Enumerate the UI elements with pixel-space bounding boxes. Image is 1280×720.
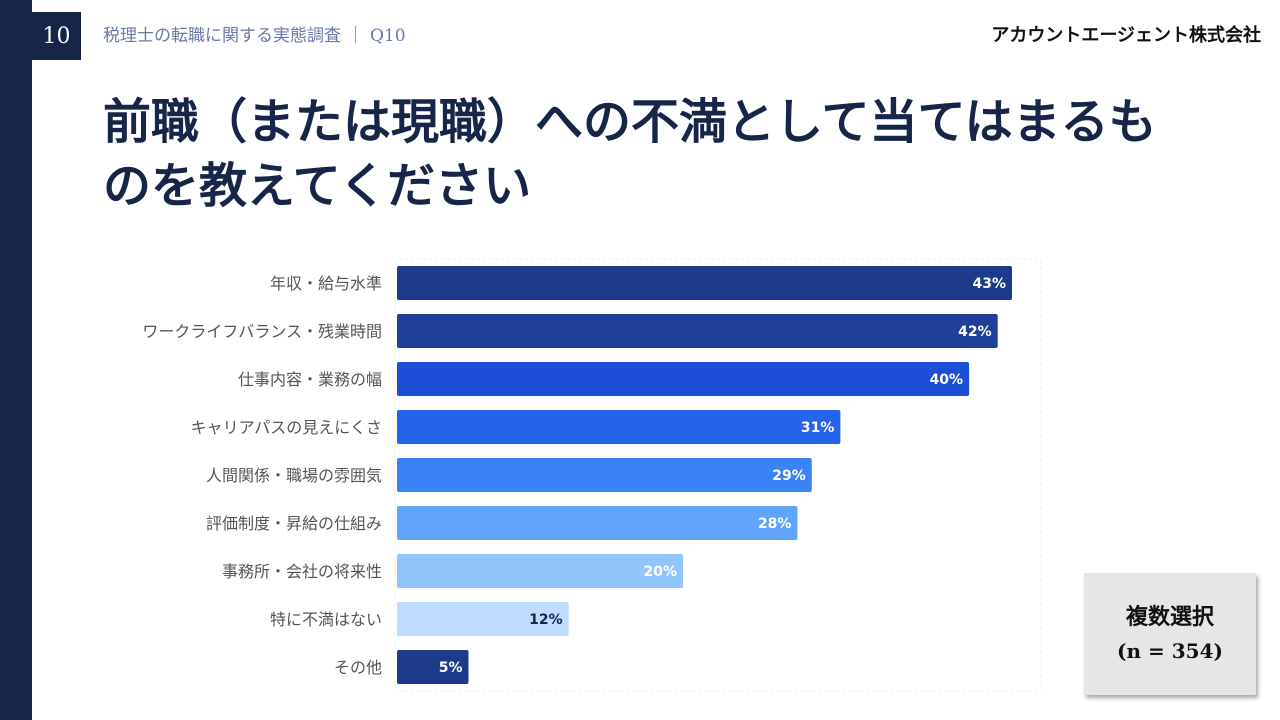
sample-note-box: 複数選択 (n = 354) xyxy=(1084,573,1256,695)
survey-title: 税理士の転職に関する実態調査 xyxy=(103,26,341,46)
bar xyxy=(397,314,998,348)
category-label: 評価制度・昇給の仕組み xyxy=(206,514,382,533)
bar xyxy=(397,458,812,492)
value-label: 31% xyxy=(801,420,835,436)
category-label: 年収・給与水準 xyxy=(270,274,382,293)
bar xyxy=(397,506,798,540)
value-label: 5% xyxy=(439,660,463,676)
bar xyxy=(397,602,569,636)
bar xyxy=(397,266,1012,300)
bar xyxy=(397,362,970,396)
company-name: アカウントエージェント株式会社 xyxy=(991,25,1261,46)
category-label: 特に不満はない xyxy=(270,610,382,629)
value-label: 43% xyxy=(972,276,1006,292)
value-label: 40% xyxy=(930,372,964,388)
value-label: 28% xyxy=(758,516,792,532)
category-label: その他 xyxy=(334,658,382,677)
category-label: ワークライフバランス・残業時間 xyxy=(142,322,382,341)
category-label: 事務所・会社の将来性 xyxy=(222,562,382,581)
page-number: 10 xyxy=(32,12,81,60)
sample-size-label: (n = 354) xyxy=(1117,639,1223,663)
value-label: 20% xyxy=(644,564,678,580)
bar xyxy=(397,554,684,588)
category-label: 仕事内容・業務の幅 xyxy=(238,370,382,389)
bar xyxy=(397,410,841,444)
value-label: 42% xyxy=(958,324,992,340)
category-label: キャリアパスの見えにくさ xyxy=(191,418,382,437)
value-label: 29% xyxy=(772,468,806,484)
question-number: Q10 xyxy=(370,26,406,46)
bar xyxy=(397,650,469,684)
plot-frame xyxy=(394,258,1042,692)
category-label: 人間関係・職場の雰囲気 xyxy=(206,466,382,485)
left-accent-bar xyxy=(0,0,32,720)
header-separator: ｜ xyxy=(347,26,364,46)
page-title: 前職（または現職）への不満として当てはまるものを教えてください xyxy=(103,94,1157,214)
multiple-choice-label: 複数選択 xyxy=(1125,604,1214,630)
value-label: 12% xyxy=(529,612,563,628)
header-subtitle: 税理士の転職に関する実態調査 ｜ Q10 xyxy=(103,21,406,46)
